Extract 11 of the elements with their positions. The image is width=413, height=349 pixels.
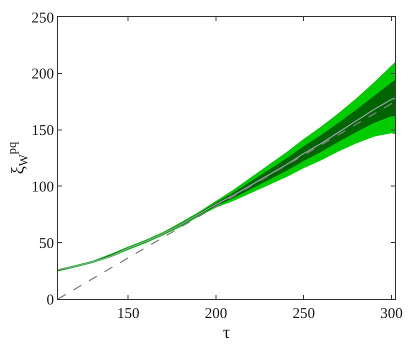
x-tick-label: 250 [292, 306, 315, 322]
x-tick-label: 150 [116, 306, 140, 322]
y-tick-label: 0 [46, 292, 54, 308]
x-axis-title: τ [222, 322, 230, 342]
y-tick-label: 250 [32, 10, 54, 26]
y-tick-label: 150 [32, 123, 54, 140]
y-tick-label: 100 [32, 179, 54, 196]
x-tick-label: 200 [204, 306, 228, 322]
y-tick-label: 200 [32, 66, 54, 83]
y-tick-label: 50 [39, 236, 54, 252]
x-tick-label: 300 [380, 306, 403, 322]
